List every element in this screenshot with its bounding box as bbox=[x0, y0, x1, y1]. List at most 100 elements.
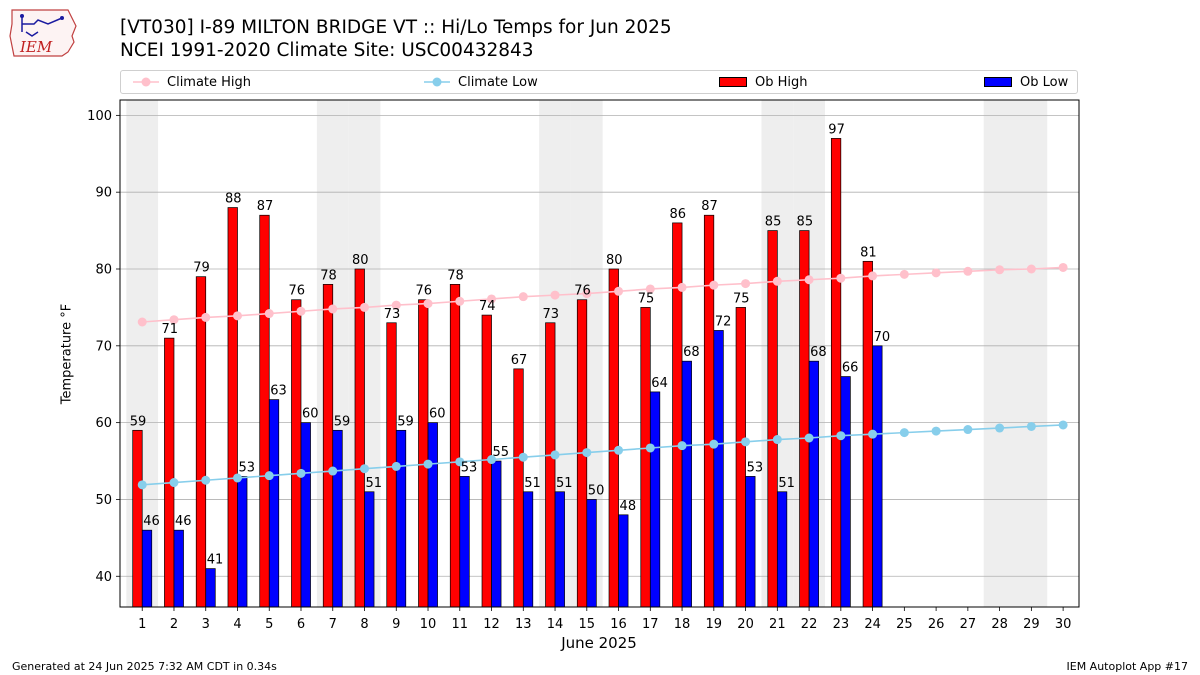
ob-high-bar bbox=[164, 337, 175, 608]
ob-high-bar-label: 75 bbox=[638, 291, 655, 306]
ob-low-bar-label: 53 bbox=[461, 460, 478, 475]
climate-high-point bbox=[360, 302, 370, 312]
ob-low-bar-label: 46 bbox=[143, 514, 160, 529]
x-tick-label: 16 bbox=[610, 617, 627, 632]
ob-high-bar bbox=[227, 207, 238, 608]
x-tick-label: 15 bbox=[579, 617, 596, 632]
generated-timestamp: Generated at 24 Jun 2025 7:32 AM CDT in … bbox=[12, 660, 277, 673]
ob-high-bar-label: 80 bbox=[352, 253, 369, 268]
ob-low-bar-label: 53 bbox=[747, 460, 764, 475]
ob-low-bar bbox=[872, 345, 883, 608]
climate-low-point bbox=[963, 425, 973, 435]
climate-low-point bbox=[455, 457, 465, 467]
ob-high-bar bbox=[767, 230, 778, 608]
climate-high-point bbox=[264, 309, 274, 319]
climate-high-point bbox=[899, 269, 909, 279]
x-tick-label: 19 bbox=[706, 617, 723, 632]
y-axis-label: Temperature °F bbox=[59, 303, 75, 405]
iowa-map-outline bbox=[9, 9, 77, 57]
climate-high-point bbox=[741, 279, 751, 289]
x-tick-label: 8 bbox=[360, 617, 368, 632]
x-tick-label: 12 bbox=[483, 617, 500, 632]
y-tick-label: 50 bbox=[95, 493, 112, 508]
ob-low-bar-label: 68 bbox=[810, 345, 827, 360]
x-axis-label: June 2025 bbox=[561, 634, 637, 652]
climate-low-point bbox=[137, 480, 147, 490]
ob-high-bar-label: 85 bbox=[797, 215, 814, 230]
climate-high-point bbox=[772, 276, 782, 286]
ob-low-bar bbox=[713, 330, 724, 608]
climate-low-point bbox=[804, 433, 814, 443]
logo-text: IEM bbox=[19, 38, 53, 56]
x-tick-label: 22 bbox=[801, 617, 818, 632]
climate-low-line bbox=[142, 424, 1064, 486]
climate-high-point bbox=[423, 299, 433, 309]
ob-low-bar bbox=[554, 491, 565, 608]
ob-low-bar bbox=[268, 399, 280, 608]
chart-title: [VT030] I-89 MILTON BRIDGE VT :: Hi/Lo T… bbox=[120, 17, 672, 38]
climate-high-point bbox=[645, 284, 655, 294]
ob-low-bar bbox=[205, 568, 216, 608]
ob-low-bar bbox=[427, 422, 438, 608]
ob-low-bar bbox=[618, 514, 629, 608]
ob-low-bar bbox=[586, 499, 597, 608]
climate-high-point bbox=[931, 268, 941, 278]
climate-high-point bbox=[582, 289, 592, 299]
legend: Climate High Climate Low Ob High Ob Low bbox=[120, 70, 1078, 94]
ob-high-bar-label: 86 bbox=[670, 207, 687, 222]
x-tick-label: 20 bbox=[737, 617, 754, 632]
ob-low-bar-label: 66 bbox=[842, 361, 859, 376]
climate-high-point bbox=[518, 292, 528, 302]
climate-low-point bbox=[931, 426, 941, 436]
climate-high-point bbox=[1058, 262, 1068, 272]
climate-low-point bbox=[518, 452, 528, 462]
ob-high-bar bbox=[354, 268, 365, 608]
climate-high-point bbox=[677, 282, 687, 292]
climate-low-point bbox=[836, 431, 846, 441]
ob-high-bar-label: 78 bbox=[447, 268, 464, 283]
ob-high-bar-label: 78 bbox=[320, 268, 337, 283]
ob-low-bar bbox=[681, 360, 692, 608]
legend-item-climate-low: Climate Low bbox=[424, 71, 538, 93]
climate-high-point bbox=[963, 266, 973, 276]
x-tick-label: 17 bbox=[642, 617, 659, 632]
ob-low-bar-label: 68 bbox=[683, 345, 700, 360]
iem-logo: IEM bbox=[9, 9, 77, 57]
ob-high-bar-label: 75 bbox=[733, 291, 750, 306]
climate-low-point bbox=[899, 428, 909, 438]
ob-low-bar bbox=[808, 360, 819, 608]
climate-low-point bbox=[645, 443, 655, 453]
climate-low-point bbox=[360, 464, 370, 474]
weather-station-glyph bbox=[21, 16, 63, 37]
climate-high-point bbox=[137, 317, 147, 327]
x-tick-label: 29 bbox=[1023, 617, 1040, 632]
ob-low-bar-label: 72 bbox=[715, 314, 732, 329]
x-tick-label: 30 bbox=[1055, 617, 1072, 632]
x-tick-label: 5 bbox=[265, 617, 273, 632]
y-tick-label: 90 bbox=[95, 186, 112, 201]
ob-high-bar-label: 88 bbox=[225, 192, 242, 207]
ob-low-bar-label: 64 bbox=[651, 376, 668, 391]
climate-low-point bbox=[772, 435, 782, 445]
weekend-band bbox=[1015, 100, 1048, 607]
climate-high-point bbox=[1026, 264, 1036, 274]
ob-high-bar-label: 67 bbox=[511, 353, 528, 368]
x-tick-label: 27 bbox=[960, 617, 977, 632]
ob-high-bar-label: 59 bbox=[130, 414, 147, 429]
x-tick-label: 18 bbox=[674, 617, 691, 632]
ob-high-swatch bbox=[719, 77, 747, 87]
ob-low-bar-label: 51 bbox=[778, 476, 795, 491]
x-tick-label: 10 bbox=[420, 617, 437, 632]
ob-low-bar-label: 51 bbox=[366, 476, 383, 491]
climate-high-point bbox=[836, 273, 846, 283]
climate-high-point bbox=[169, 315, 179, 325]
climate-high-point bbox=[391, 300, 401, 310]
x-tick-label: 24 bbox=[864, 617, 881, 632]
x-tick-label: 14 bbox=[547, 617, 564, 632]
climate-low-point bbox=[423, 459, 433, 469]
ob-low-bar bbox=[332, 429, 343, 608]
ob-high-bar-label: 71 bbox=[161, 322, 178, 337]
ob-high-bar bbox=[640, 307, 651, 608]
ob-low-swatch bbox=[984, 77, 1012, 87]
ob-high-bar bbox=[322, 284, 334, 608]
